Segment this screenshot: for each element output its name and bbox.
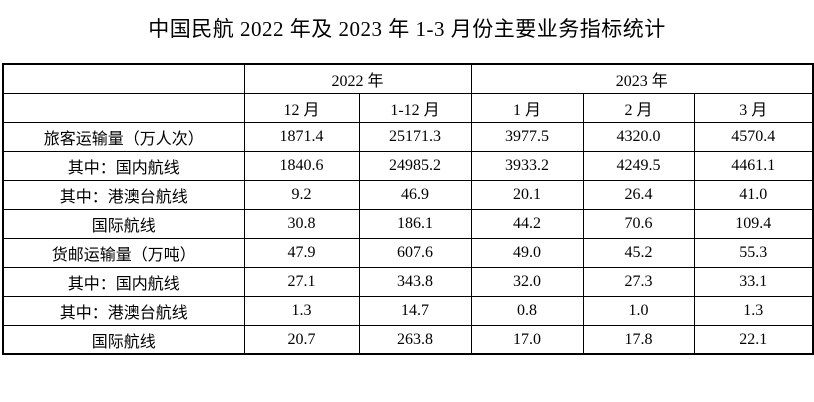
value-cell: 70.6 xyxy=(582,208,695,239)
row-label: 国际航线 xyxy=(2,324,245,355)
value-cell: 3933.2 xyxy=(470,150,584,181)
value-cell: 22.1 xyxy=(693,324,814,355)
value-cell: 17.0 xyxy=(470,324,584,355)
table-row: 其中：港澳台航线 1.3 14.7 0.8 1.0 1.3 xyxy=(2,295,814,326)
value-cell: 1.3 xyxy=(243,295,360,326)
row-label: 国际航线 xyxy=(2,208,245,239)
value-cell: 1871.4 xyxy=(243,121,360,152)
table-row: 其中：港澳台航线 9.2 46.9 20.1 26.4 41.0 xyxy=(2,179,814,210)
value-cell: 27.3 xyxy=(582,266,695,297)
value-cell: 33.1 xyxy=(693,266,814,297)
month-header-feb: 2 月 xyxy=(582,92,695,123)
value-cell: 1.0 xyxy=(582,295,695,326)
value-cell: 4570.4 xyxy=(693,121,814,152)
table-row: 其中：国内航线 27.1 343.8 32.0 27.3 33.1 xyxy=(2,266,814,297)
row-label: 旅客运输量（万人次） xyxy=(2,121,245,152)
value-cell: 9.2 xyxy=(243,179,360,210)
value-cell: 55.3 xyxy=(693,237,814,268)
value-cell: 27.1 xyxy=(243,266,360,297)
value-cell: 32.0 xyxy=(470,266,584,297)
value-cell: 30.8 xyxy=(243,208,360,239)
value-cell: 4249.5 xyxy=(582,150,695,181)
month-header-jan: 1 月 xyxy=(470,92,584,123)
value-cell: 25171.3 xyxy=(358,121,472,152)
value-cell: 1840.6 xyxy=(243,150,360,181)
table-row: 旅客运输量（万人次） 1871.4 25171.3 3977.5 4320.0 4570.… xyxy=(2,121,814,152)
table-header: 2022 年 2023 年 12 月 1-12 月 1 月 2 月 3 月 xyxy=(2,63,814,123)
table-body: 旅客运输量（万人次） 1871.4 25171.3 3977.5 4320.0 4570.… xyxy=(2,121,814,355)
value-cell: 20.7 xyxy=(243,324,360,355)
value-cell: 109.4 xyxy=(693,208,814,239)
row-label: 其中：港澳台航线 xyxy=(2,295,245,326)
page-title: 中国民航 2022 年及 2023 年 1-3 月份主要业务指标统计 xyxy=(148,17,666,41)
value-cell: 4320.0 xyxy=(582,121,695,152)
month-header-row: 12 月 1-12 月 1 月 2 月 3 月 xyxy=(2,92,814,123)
corner-cell-top xyxy=(2,63,245,94)
value-cell: 0.8 xyxy=(470,295,584,326)
value-cell: 44.2 xyxy=(470,208,584,239)
year-header-2022: 2022 年 xyxy=(243,63,472,94)
value-cell: 41.0 xyxy=(693,179,814,210)
year-header-row: 2022 年 2023 年 xyxy=(2,63,814,94)
value-cell: 4461.1 xyxy=(693,150,814,181)
row-label: 货邮运输量（万吨） xyxy=(2,237,245,268)
value-cell: 26.4 xyxy=(582,179,695,210)
month-header-dec: 12 月 xyxy=(243,92,360,123)
value-cell: 263.8 xyxy=(358,324,472,355)
row-label: 其中：港澳台航线 xyxy=(2,179,245,210)
value-cell: 47.9 xyxy=(243,237,360,268)
value-cell: 46.9 xyxy=(358,179,472,210)
value-cell: 20.1 xyxy=(470,179,584,210)
value-cell: 24985.2 xyxy=(358,150,472,181)
value-cell: 1.3 xyxy=(693,295,814,326)
table-row: 其中：国内航线 1840.6 24985.2 3933.2 4249.5 4461.1 xyxy=(2,150,814,181)
value-cell: 607.6 xyxy=(358,237,472,268)
stats-table: 2022 年 2023 年 12 月 1-12 月 1 月 2 月 3 月 旅客… xyxy=(2,63,814,356)
row-label: 其中：国内航线 xyxy=(2,266,245,297)
month-header-mar: 3 月 xyxy=(693,92,814,123)
value-cell: 14.7 xyxy=(358,295,472,326)
value-cell: 49.0 xyxy=(470,237,584,268)
year-header-2023: 2023 年 xyxy=(470,63,814,94)
table-row: 国际航线 30.8 186.1 44.2 70.6 109.4 xyxy=(2,208,814,239)
value-cell: 186.1 xyxy=(358,208,472,239)
table-row: 国际航线 20.7 263.8 17.0 17.8 22.1 xyxy=(2,324,814,355)
value-cell: 3977.5 xyxy=(470,121,584,152)
value-cell: 343.8 xyxy=(358,266,472,297)
corner-cell-bottom xyxy=(2,92,245,123)
table-row: 货邮运输量（万吨） 47.9 607.6 49.0 45.2 55.3 xyxy=(2,237,814,268)
value-cell: 45.2 xyxy=(582,237,695,268)
value-cell: 17.8 xyxy=(582,324,695,355)
row-label: 其中：国内航线 xyxy=(2,150,245,181)
month-header-jan-dec: 1-12 月 xyxy=(358,92,472,123)
